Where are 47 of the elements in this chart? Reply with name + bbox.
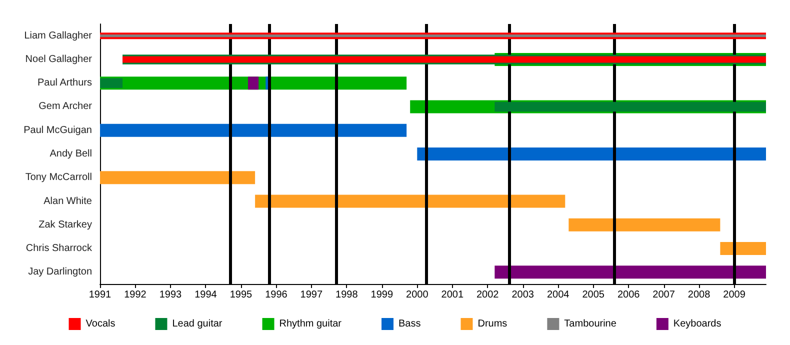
legend-label: Rhythm guitar: [279, 318, 342, 330]
legend-label: Bass: [398, 318, 421, 330]
bar: [720, 242, 766, 256]
bar: [568, 218, 720, 232]
y-tick-label: Jay Darlington: [28, 266, 92, 278]
bar: [248, 76, 259, 90]
x-tick-label: 1999: [370, 290, 394, 300]
bar: [100, 124, 407, 137]
y-tick-label: Zak Starkey: [38, 219, 92, 230]
legend-label: Vocals: [86, 318, 116, 330]
y-tick-label: Chris Sharrock: [26, 243, 93, 254]
x-tick-label: 2005: [582, 290, 605, 300]
x-tick-label: 2001: [441, 290, 464, 300]
y-tick-label: Liam Gallagher: [24, 30, 93, 42]
legend-label: Keyboards: [673, 318, 722, 330]
x-tick-label: 1998: [336, 290, 358, 300]
x-tick-label: 1996: [265, 290, 288, 300]
x-tick-label: 1997: [300, 290, 323, 300]
x-tick-label: 1991: [88, 290, 112, 300]
x-tick-label: 2004: [546, 290, 570, 300]
y-tick-label: Andy Bell: [50, 148, 92, 160]
bar: [494, 266, 766, 279]
y-tick-label: Gem Archer: [38, 101, 93, 112]
x-tick-label: 1995: [230, 290, 253, 300]
x-tick-label: 2003: [512, 290, 534, 300]
bar: [417, 148, 766, 160]
legend-label: Lead guitar: [172, 318, 223, 330]
y-tick-label: Alan White: [44, 196, 92, 207]
y-tick-label: Paul McGuigan: [24, 124, 92, 136]
x-tick-label: 2000: [406, 290, 429, 300]
legend-label: Tambourine: [564, 318, 617, 330]
x-tick-label: 2007: [652, 290, 676, 300]
x-tick-label: 2002: [476, 290, 500, 300]
bar: [100, 78, 123, 88]
x-tick-label: 1994: [194, 290, 218, 300]
legend-label: Drums: [478, 318, 508, 330]
bar: [255, 194, 566, 208]
x-tick-label: 1992: [124, 290, 147, 300]
y-tick-label: Paul Arthurs: [38, 78, 92, 89]
y-tick-label: Tony McCarroll: [25, 172, 92, 184]
x-tick-label: 2008: [688, 290, 711, 300]
y-tick-label: Noel Gallagher: [25, 54, 93, 65]
x-tick-label: 2009: [723, 290, 746, 300]
x-tick-label: 1993: [159, 290, 182, 300]
x-tick-label: 2006: [617, 290, 640, 300]
bar: [100, 171, 256, 184]
bar: [494, 102, 766, 112]
